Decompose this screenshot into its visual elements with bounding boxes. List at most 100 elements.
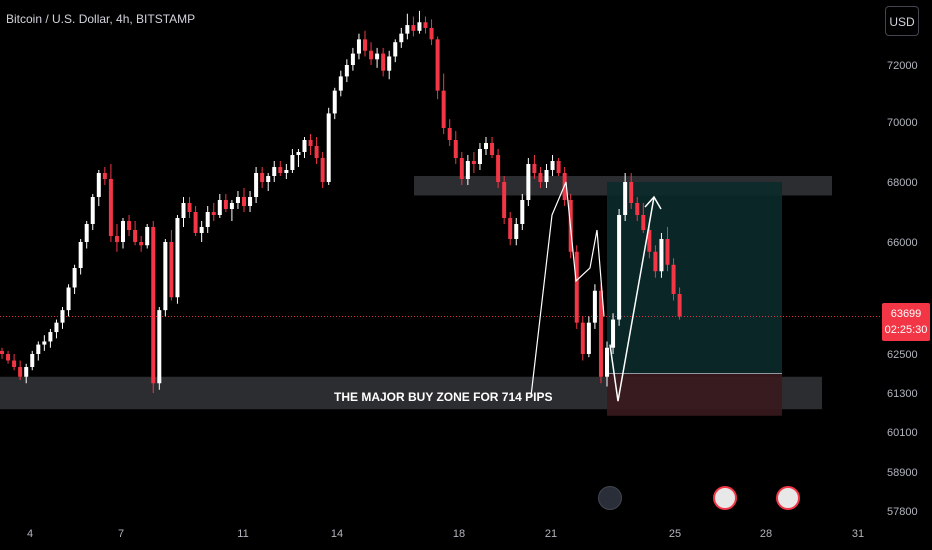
candle-body (532, 164, 537, 173)
us-flag-icon[interactable] (776, 486, 800, 510)
candle-body (520, 200, 525, 224)
candle-body (211, 212, 216, 215)
candle-body (447, 128, 452, 140)
candle-body (320, 158, 325, 182)
candle-body (423, 22, 428, 28)
candle-body (48, 332, 53, 342)
x-axis-tick-label: 25 (669, 528, 681, 540)
candle-body (623, 182, 628, 215)
candle-body (36, 344, 41, 354)
buy-zone-annotation: THE MAJOR BUY ZONE FOR 714 PIPS (334, 390, 553, 404)
candle-body (0, 350, 4, 354)
candle-body (254, 173, 259, 197)
candle-body (344, 65, 349, 77)
candle-body (60, 310, 65, 323)
x-axis-tick-label: 14 (331, 528, 343, 540)
y-axis-tick-label: 61300 (887, 388, 918, 400)
candle-body (598, 290, 603, 377)
y-axis-tick-label: 68000 (887, 177, 918, 189)
position-stop-area (607, 373, 782, 416)
candle-body (538, 173, 543, 182)
candle-body (90, 197, 95, 224)
y-axis-tick-label: 66000 (887, 237, 918, 249)
candle-body (193, 212, 198, 233)
x-axis-tick-label: 28 (760, 528, 772, 540)
candle-body (399, 33, 404, 43)
candle-body (163, 242, 168, 311)
candle-body (580, 322, 585, 354)
candle-body (338, 76, 343, 91)
candle-body (145, 227, 150, 246)
candle-body (157, 310, 162, 384)
y-axis-tick-label: 57800 (887, 506, 918, 518)
x-axis-tick-label: 7 (118, 528, 124, 540)
candle-body (411, 25, 416, 31)
candle-body (24, 367, 29, 377)
candle-body (96, 173, 101, 197)
candle-body (114, 236, 119, 242)
candle-body (72, 268, 77, 288)
candle-body (641, 215, 646, 230)
candle-body (102, 173, 107, 179)
candle-body (592, 290, 597, 323)
candle-body (611, 319, 616, 348)
flash-icon[interactable] (598, 486, 622, 510)
candle-body (78, 242, 83, 268)
candle-body (133, 230, 138, 242)
candle-body (278, 167, 283, 173)
candle-body (121, 221, 125, 242)
candle-body (550, 161, 555, 170)
candle-body (151, 227, 156, 384)
candle-body (296, 152, 301, 155)
x-axis-tick-label: 4 (27, 528, 33, 540)
y-axis-tick-label: 60100 (887, 427, 918, 439)
last-price-tag: 63699 02:25:30 (882, 303, 930, 341)
candle-body (350, 53, 355, 65)
candle-body (586, 322, 591, 354)
candle-body (496, 155, 501, 182)
candle-body (308, 140, 313, 146)
us-flag-icon[interactable] (713, 486, 737, 510)
candle-body (453, 140, 458, 158)
y-axis-tick-label: 70000 (887, 117, 918, 129)
candle-body (677, 294, 682, 317)
candle-body (665, 239, 670, 265)
currency-button[interactable]: USD (885, 6, 919, 36)
candle-body (217, 200, 222, 215)
candle-body (477, 149, 482, 164)
y-axis-tick-label: 62500 (887, 349, 918, 361)
candle-body (429, 27, 434, 40)
candle-body (617, 215, 622, 320)
candle-body (544, 170, 549, 182)
candle-body (54, 322, 59, 333)
x-axis-tick-label: 21 (545, 528, 557, 540)
candle-body (314, 146, 319, 158)
candle-body (405, 25, 410, 34)
candle-body (6, 354, 11, 361)
bar-countdown: 02:25:30 (884, 324, 928, 336)
arrow-head (644, 195, 662, 210)
candle-body (484, 143, 488, 149)
candle-body (169, 242, 174, 298)
candle-body (248, 197, 253, 206)
candle-body (290, 155, 295, 170)
candle-body (205, 212, 210, 227)
symbol-title: Bitcoin / U.S. Dollar, 4h, BITSTAMP (6, 12, 196, 26)
candle-body (363, 39, 367, 51)
candle-body (417, 22, 422, 31)
candle-body (12, 360, 17, 367)
candle-body (647, 230, 652, 252)
candle-body (435, 39, 440, 91)
candle-body (508, 218, 513, 239)
position-target-area (607, 182, 782, 374)
candle-body (441, 90, 446, 128)
candle-body (514, 224, 519, 239)
candle-body (272, 167, 277, 176)
candle-body (605, 347, 609, 377)
candle-body (187, 203, 192, 212)
candle-body (629, 182, 634, 203)
projection-arrow-line (609, 196, 655, 402)
zigzag-drawing (530, 181, 605, 397)
candle-body (84, 224, 89, 242)
